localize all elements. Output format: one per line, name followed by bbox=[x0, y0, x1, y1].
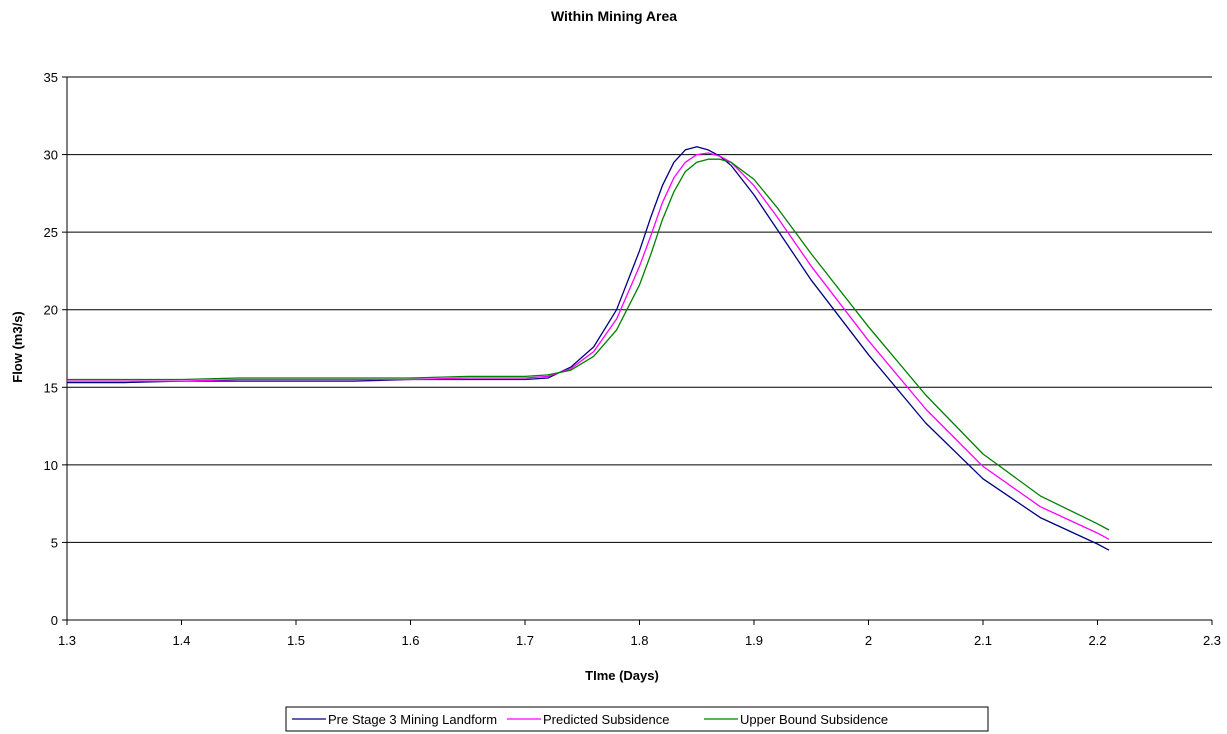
x-tick-label: 1.7 bbox=[516, 633, 534, 648]
x-tick-label: 1.8 bbox=[630, 633, 648, 648]
gridlines bbox=[67, 76, 1212, 543]
series-lines bbox=[67, 146, 1110, 551]
x-tick-label: 1.6 bbox=[401, 633, 419, 648]
legend-label-3: Upper Bound Subsidence bbox=[740, 712, 888, 727]
legend-box bbox=[285, 706, 989, 732]
x-tick-label: 1.5 bbox=[287, 633, 305, 648]
y-tick-label: 25 bbox=[44, 225, 58, 240]
x-tick-label: 2.1 bbox=[974, 633, 992, 648]
x-tick-label: 2 bbox=[865, 633, 872, 648]
x-tick-label: 1.4 bbox=[172, 633, 190, 648]
y-tick-label: 5 bbox=[51, 535, 58, 550]
tick-labels: 0 5 10 15 20 25 30 35 1.3 1.4 1.5 1.6 1.7 1.8 1.9 2 2.1 2… bbox=[44, 70, 1222, 648]
y-tick-label: 0 bbox=[51, 613, 58, 628]
y-tick-label: 10 bbox=[44, 458, 58, 473]
y-tick-label: 35 bbox=[44, 70, 58, 85]
y-axis-label: Flow (m3/s) bbox=[10, 311, 25, 383]
series-line-3 bbox=[67, 158, 1110, 531]
x-axis-label: TIme (Days) bbox=[585, 668, 659, 683]
legend: Pre Stage 3 Mining Landform Predicted Sub… bbox=[285, 706, 989, 732]
x-tick-label: 1.9 bbox=[745, 633, 763, 648]
y-tick-label: 15 bbox=[44, 380, 58, 395]
x-tick-label: 1.3 bbox=[58, 633, 76, 648]
legend-label-1: Pre Stage 3 Mining Landform bbox=[328, 712, 497, 727]
axes bbox=[62, 76, 1213, 625]
x-tick-label: 2.3 bbox=[1203, 633, 1221, 648]
y-tick-label: 20 bbox=[44, 303, 58, 318]
chart-title: Within Mining Area bbox=[551, 8, 677, 24]
series-line-2 bbox=[67, 152, 1110, 540]
y-tick-label: 30 bbox=[44, 148, 58, 163]
x-tick-label: 2.2 bbox=[1088, 633, 1106, 648]
legend-label-2: Predicted Subsidence bbox=[543, 712, 669, 727]
series-line-1 bbox=[67, 146, 1110, 551]
